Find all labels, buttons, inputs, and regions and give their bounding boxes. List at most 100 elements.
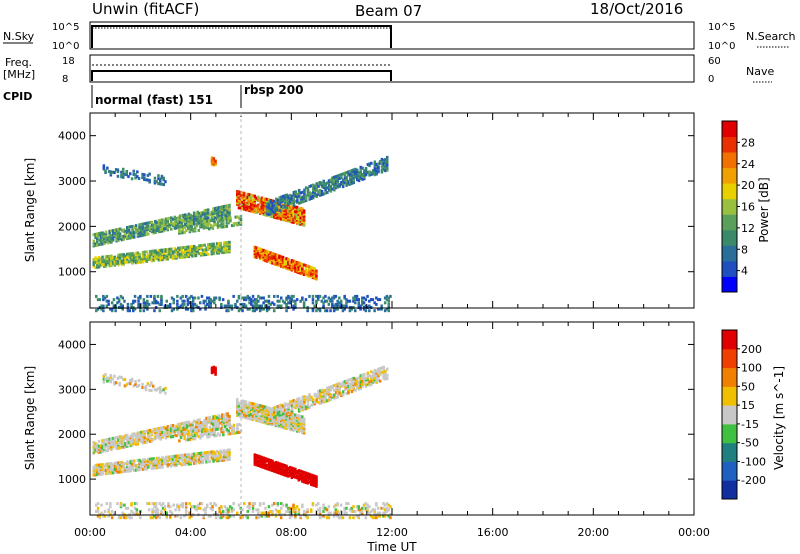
data-cell: [159, 461, 162, 465]
data-cell: [185, 459, 189, 463]
data-cell: [188, 227, 192, 230]
data-cell: [297, 428, 301, 432]
data-cell: [193, 434, 197, 437]
data-cell: [257, 462, 260, 466]
data-cell: [297, 397, 301, 401]
data-cell: [190, 307, 193, 311]
colorbar-segment: [722, 229, 737, 246]
data-cell: [212, 421, 215, 425]
data-cell: [315, 269, 318, 273]
data-cell: [206, 433, 209, 437]
data-cell: [329, 298, 332, 302]
data-cell: [174, 508, 177, 512]
data-cell: [262, 458, 265, 462]
data-cell: [386, 373, 389, 377]
data-cell: [221, 205, 224, 209]
data-cell: [382, 168, 385, 172]
data-cell: [271, 511, 274, 515]
data-cell: [97, 259, 101, 263]
data-cell: [172, 307, 175, 311]
data-cell: [236, 193, 239, 197]
data-cell: [190, 226, 193, 230]
data-cell: [110, 309, 114, 313]
data-cell: [292, 416, 295, 420]
data-cell: [144, 385, 148, 388]
data-cell: [163, 224, 166, 228]
data-cell: [170, 296, 174, 300]
data-cell: [204, 427, 207, 431]
data-cell: [200, 211, 203, 215]
data-cell: [347, 382, 350, 385]
data-cell: [356, 383, 359, 387]
data-cell: [212, 157, 216, 161]
data-cell: [241, 409, 244, 412]
data-cell: [150, 257, 154, 261]
data-cell: [97, 444, 101, 448]
data-cell: [203, 214, 206, 217]
data-cell: [297, 422, 301, 426]
data-cell: [159, 462, 162, 466]
data-cell: [164, 180, 167, 184]
data-cell: [192, 432, 195, 436]
data-cell: [253, 210, 257, 214]
data-cell: [322, 506, 325, 510]
data-cell: [170, 222, 173, 226]
data-cell: [251, 407, 255, 411]
data-cell: [258, 252, 262, 256]
data-cell: [338, 301, 341, 305]
data-cell: [299, 469, 302, 473]
data-cell: [384, 162, 387, 166]
data-cell: [171, 435, 175, 438]
data-cell: [292, 211, 295, 215]
data-cell: [166, 433, 169, 436]
data-cell: [122, 228, 125, 232]
data-cell: [313, 304, 316, 308]
data-cell: [364, 167, 368, 170]
data-cell: [131, 459, 134, 463]
data-cell: [303, 398, 306, 402]
data-cell: [336, 180, 340, 184]
data-cell: [224, 453, 228, 457]
data-cell: [262, 417, 265, 421]
data-cell: [145, 226, 148, 230]
data-cell: [117, 435, 120, 439]
data-cell: [138, 234, 141, 238]
data-cell: [228, 418, 231, 422]
data-cell: [210, 215, 213, 219]
data-cell: [212, 451, 215, 455]
data-cell: [210, 249, 213, 253]
data-cell: [260, 465, 264, 469]
data-cell: [118, 255, 122, 259]
data-cell: [271, 469, 274, 473]
data-cell: [209, 431, 213, 435]
data-cell: [170, 429, 173, 433]
data-cell: [221, 455, 224, 459]
data-cell: [255, 455, 258, 459]
data-cell: [192, 435, 195, 439]
data-cell: [292, 471, 295, 475]
data-cell: [345, 301, 348, 305]
data-cell: [313, 184, 317, 188]
data-cell: [222, 241, 226, 245]
data-cell: [241, 202, 244, 206]
data-cell: [148, 253, 152, 257]
data-cell: [315, 483, 318, 487]
data-cell: [310, 509, 313, 513]
data-cell: [258, 205, 262, 209]
data-cell: [221, 249, 224, 253]
data-cell: [226, 417, 229, 420]
data-cell: [327, 179, 331, 183]
nsearch-tick-bottom: 10^0: [708, 41, 735, 52]
data-cell: [306, 476, 309, 480]
data-cell: [166, 254, 169, 258]
data-cell: [306, 404, 310, 408]
data-cell: [225, 429, 229, 433]
data-cell: [278, 421, 281, 425]
data-cell: [130, 377, 134, 381]
data-cell: [230, 428, 234, 432]
data-cell: [155, 221, 159, 225]
data-cell: [225, 427, 229, 431]
data-cell: [336, 307, 339, 311]
data-cell: [113, 260, 117, 264]
data-cell: [144, 301, 147, 305]
